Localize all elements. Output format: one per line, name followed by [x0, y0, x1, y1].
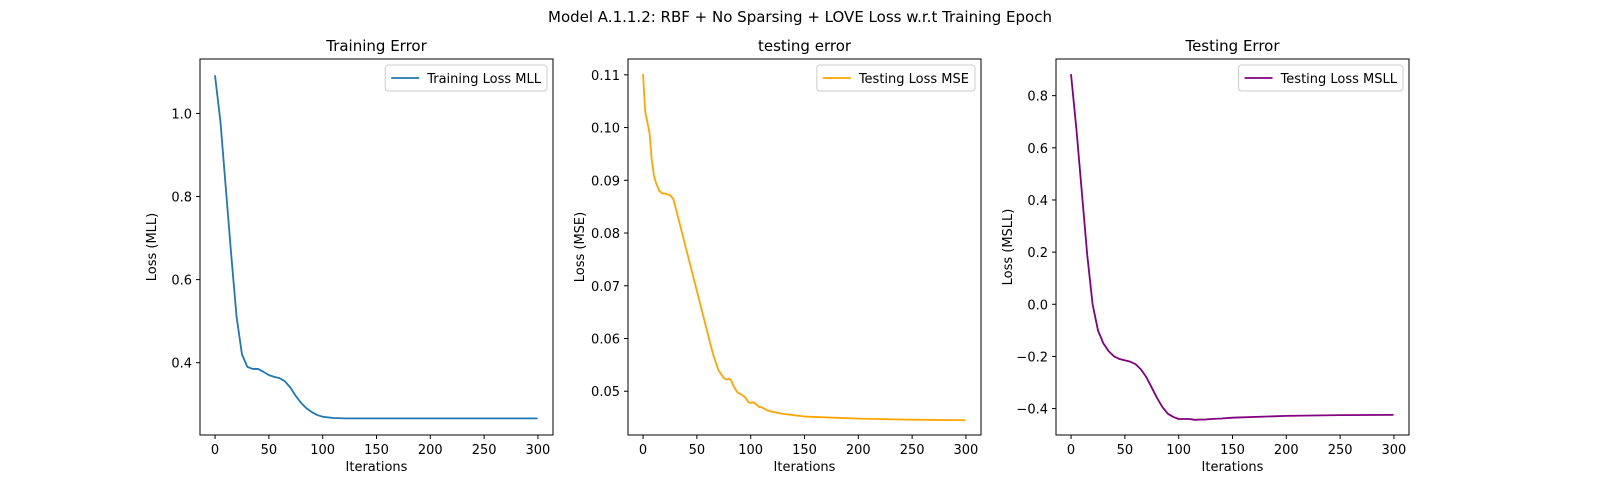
subplot-2: 0 50 100 150 200 250 300 0.05 0.06 0.07 0.08 0.09 0.…: [573, 37, 982, 475]
subplot-title: Testing Error: [1184, 37, 1280, 55]
y-tick-label: 0.6: [171, 274, 192, 289]
y-tick-label: 0.09: [591, 174, 620, 189]
x-tick-label: 150: [364, 443, 389, 458]
subplot-title: Training Error: [325, 37, 427, 55]
y-tick-label: 0.08: [591, 227, 620, 242]
x-axis-label: Iterations: [346, 460, 408, 475]
y-axis-label: Loss (MLL): [145, 213, 160, 282]
legend: Training Loss MLL: [384, 64, 548, 92]
x-tick-label: 200: [1274, 443, 1299, 458]
x-tick-label: 100: [1166, 443, 1191, 458]
x-tick-label: 250: [472, 443, 497, 458]
x-tick-label: 300: [526, 443, 551, 458]
y-axis-label: Loss (MSE): [573, 212, 588, 282]
x-axis-label: Iterations: [774, 460, 836, 475]
x-tick-label: 0: [211, 443, 219, 458]
subplot-1: 0 50 100 150 200 250 300 0.4 0.6 0.8 1.0 Training E…: [145, 37, 554, 475]
legend-box: [384, 64, 548, 92]
y-tick-label: 0.2: [1027, 246, 1048, 261]
series-line-1: [642, 73, 966, 422]
y-tick-label: 0.4: [171, 357, 192, 372]
legend-label: Testing Loss MSLL: [1280, 72, 1398, 87]
series-line-1: [214, 75, 538, 420]
figure-suptitle: Model A.1.1.2: RBF + No Sparsing + LOVE …: [548, 8, 1052, 26]
x-tick-label: 150: [1220, 443, 1245, 458]
legend-label: Training Loss MLL: [426, 72, 542, 87]
legend-label: Testing Loss MSE: [858, 72, 969, 87]
x-tick-label: 50: [1117, 443, 1134, 458]
subplot-3: 0 50 100 150 200 250 300 −0.4 −0.2 0.0 0.2 0.4 0.6 0.…: [1001, 37, 1410, 475]
y-tick-label: 0.11: [591, 69, 620, 84]
y-tick-label: 1.0: [171, 107, 192, 122]
y-axis-label: Loss (MSLL): [1001, 209, 1016, 286]
x-tick-label: 50: [689, 443, 706, 458]
axes-frame: [627, 58, 982, 436]
y-tick-label: 0.4: [1027, 194, 1048, 209]
y-tick-label: −0.2: [1016, 350, 1048, 365]
y-tick-label: −0.4: [1016, 403, 1048, 418]
y-tick-label: 0.8: [1027, 90, 1048, 105]
y-tick-label: 0.0: [1027, 298, 1048, 313]
x-tick-label: 100: [310, 443, 335, 458]
y-tick-label: 0.06: [591, 332, 620, 347]
x-tick-label: 250: [900, 443, 925, 458]
y-tick-label: 0.07: [591, 280, 620, 295]
x-tick-label: 300: [1382, 443, 1407, 458]
x-axis-label: Iterations: [1202, 460, 1264, 475]
x-tick-label: 200: [418, 443, 443, 458]
legend: Testing Loss MSE: [816, 64, 976, 92]
x-tick-label: 150: [792, 443, 817, 458]
x-tick-label: 200: [846, 443, 871, 458]
x-tick-label: 0: [1067, 443, 1075, 458]
x-tick-label: 50: [261, 443, 278, 458]
y-tick-label: 0.10: [591, 122, 620, 137]
x-tick-label: 300: [954, 443, 979, 458]
series-line-1: [1070, 73, 1394, 421]
axes-frame: [199, 58, 554, 436]
x-tick-label: 0: [639, 443, 647, 458]
axes-frame: [1055, 58, 1410, 436]
y-tick-label: 0.6: [1027, 142, 1048, 157]
y-tick-label: 0.05: [591, 385, 620, 400]
x-tick-label: 250: [1328, 443, 1353, 458]
subplot-title: testing error: [758, 37, 852, 55]
x-tick-label: 100: [738, 443, 763, 458]
legend: Testing Loss MSLL: [1238, 64, 1404, 92]
y-tick-label: 0.8: [171, 191, 192, 206]
legend-box: [1238, 64, 1404, 92]
legend-box: [816, 64, 976, 92]
